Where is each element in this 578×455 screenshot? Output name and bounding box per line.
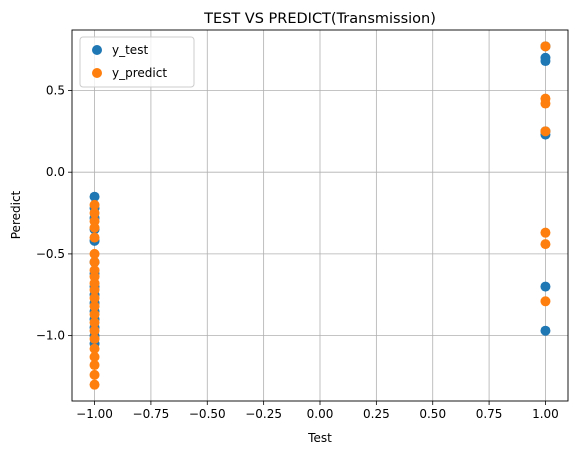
point-y-predict (89, 248, 100, 259)
point-y-predict (89, 333, 100, 344)
chart-title: TEST VS PREDICT(Transmission) (203, 11, 436, 27)
x-tick-label: −0.75 (133, 407, 170, 421)
grid (72, 30, 568, 401)
x-axis-label: Test (307, 431, 332, 445)
point-y-predict (89, 317, 100, 328)
point-y-predict (540, 227, 551, 238)
point-y-predict (89, 379, 100, 390)
legend-box (79, 36, 195, 88)
point-y-predict (89, 199, 100, 210)
y-axis-label: Peredict (9, 190, 23, 239)
data-points (89, 41, 551, 390)
point-y-test (540, 281, 551, 292)
x-tick-label: 1.00 (532, 407, 559, 421)
point-y-predict (540, 126, 551, 137)
point-y-predict (89, 309, 100, 320)
legend-marker-y-predict (92, 68, 102, 78)
point-y-predict (89, 257, 100, 268)
y-axis: −1.0 −0.5 0.0 0.5 (36, 83, 72, 343)
point-y-predict (89, 208, 100, 219)
x-tick-label: −1.00 (76, 407, 113, 421)
point-y-predict (89, 369, 100, 380)
legend-label-y-test: y_test (112, 43, 148, 57)
x-axis: −1.00 −0.75 −0.50 −0.25 0.00 0.25 0.50 0.75 1.00 (76, 401, 559, 421)
point-y-test (89, 191, 100, 202)
point-y-predict (89, 343, 100, 354)
y-tick-label: 0.5 (46, 83, 65, 97)
point-y-predict (540, 239, 551, 250)
y-tick-label: −0.5 (36, 247, 65, 261)
y-tick-label: −1.0 (36, 329, 65, 343)
x-tick-label: 0.50 (419, 407, 446, 421)
x-tick-label: 0.25 (363, 407, 390, 421)
point-y-predict (540, 296, 551, 307)
point-y-predict (89, 222, 100, 233)
point-y-predict (89, 325, 100, 336)
point-y-predict (89, 360, 100, 371)
point-y-predict (89, 293, 100, 304)
legend: y_test y_predict (79, 36, 195, 88)
legend-marker-y-test (92, 45, 102, 55)
point-y-predict (89, 284, 100, 295)
point-y-predict (89, 232, 100, 243)
x-tick-label: −0.25 (245, 407, 282, 421)
y-tick-label: 0.0 (46, 165, 65, 179)
x-tick-label: 0.00 (307, 407, 334, 421)
x-tick-label: −0.50 (189, 407, 226, 421)
point-y-predict (89, 351, 100, 362)
x-tick-label: 0.75 (476, 407, 503, 421)
point-y-predict (89, 301, 100, 312)
point-y-predict (540, 98, 551, 109)
point-y-test (540, 325, 551, 336)
point-y-predict (540, 41, 551, 52)
legend-label-y-predict: y_predict (112, 66, 167, 80)
point-y-test (540, 56, 551, 67)
